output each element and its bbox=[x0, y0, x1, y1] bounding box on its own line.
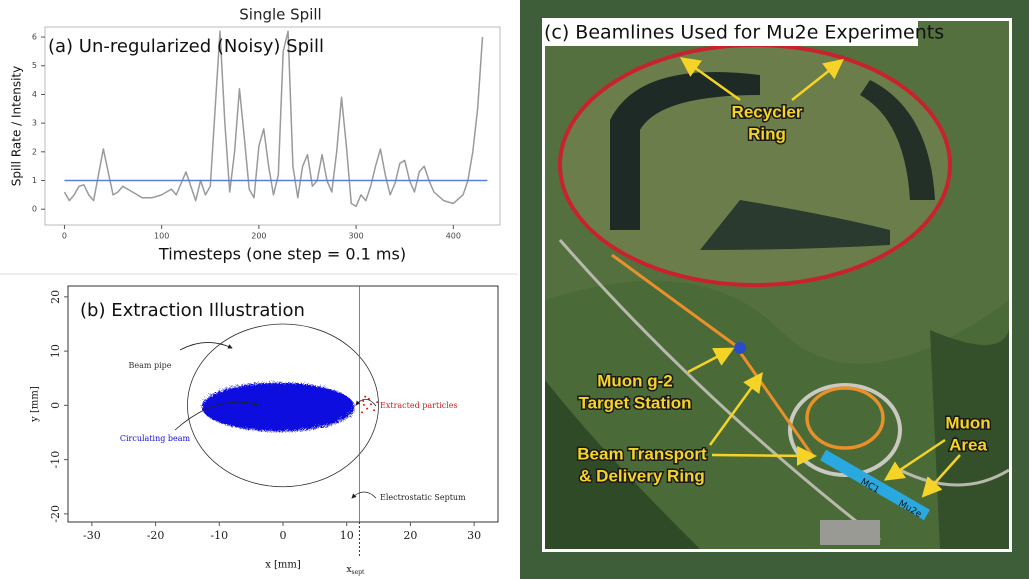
extracted-dot bbox=[363, 404, 365, 406]
y-tick-label: 5 bbox=[32, 61, 37, 70]
target-station bbox=[734, 342, 746, 354]
extracted-dot bbox=[376, 401, 378, 403]
y-tick-label: 2 bbox=[32, 147, 37, 156]
x-tick-label: 200 bbox=[251, 232, 266, 241]
x-tick-label: 30 bbox=[467, 529, 481, 542]
annotation-arrow bbox=[356, 399, 376, 406]
parking bbox=[820, 520, 880, 545]
annotation: Extracted particles bbox=[380, 401, 458, 410]
photo-label: Area bbox=[949, 435, 987, 454]
x-tick-label: -20 bbox=[147, 529, 165, 542]
y-tick-label: 1 bbox=[32, 176, 37, 185]
extracted-dot bbox=[364, 396, 366, 398]
y-axis-label: Spill Rate / Intensity bbox=[10, 66, 24, 186]
photo-panel: (c) Beamlines Used for Mu2e Experiments … bbox=[520, 0, 1029, 579]
septum-symbol: xsept bbox=[346, 565, 365, 576]
photo-title: (c) Beamlines Used for Mu2e Experiments bbox=[544, 22, 944, 44]
extracted-dot bbox=[361, 411, 363, 413]
x-axis-label: Timesteps (one step = 0.1 ms) bbox=[158, 245, 406, 264]
extracted-dot bbox=[373, 409, 375, 411]
x-tick-label: 0 bbox=[62, 232, 67, 241]
panel-subtitle: (a) Un-regularized (Noisy) Spill bbox=[48, 36, 324, 57]
photo-label: Muon bbox=[945, 413, 990, 432]
chart-panel: -30 -20 -10 0 10 20 30 -20 -10 0 10 20 (b) Extractio… bbox=[30, 286, 499, 576]
figure: (c) Beamlines Used for Mu2e Experiments … bbox=[0, 0, 1029, 579]
photo-label: Recycler bbox=[732, 102, 803, 121]
y-tick-label: -10 bbox=[49, 451, 62, 469]
x-tick-label: 20 bbox=[403, 529, 417, 542]
x-tick-label: 10 bbox=[340, 529, 354, 542]
y-tick-label: 4 bbox=[32, 90, 37, 99]
photo-label: Target Station bbox=[578, 393, 691, 412]
photo-label: Ring bbox=[748, 124, 786, 143]
extracted-dot bbox=[362, 400, 364, 402]
beam-cloud bbox=[200, 381, 353, 430]
extracted-dot bbox=[370, 403, 372, 405]
y-tick-label: 0 bbox=[49, 402, 62, 409]
chart-title: Single Spill bbox=[239, 6, 321, 24]
chart-panel: 0 100 200 300 400 0 1 2 3 4 5 6 Single Spill Timestep… bbox=[10, 6, 501, 264]
y-tick-label: 0 bbox=[32, 205, 37, 214]
annotation-arrow bbox=[180, 342, 232, 350]
y-tick-label: 6 bbox=[32, 33, 37, 42]
y-tick-label: 20 bbox=[49, 290, 62, 304]
septum-symbol-sub: sept bbox=[352, 569, 365, 576]
x-tick-label: 400 bbox=[446, 232, 461, 241]
x-tick-label: -30 bbox=[83, 529, 101, 542]
x-tick-label: 300 bbox=[348, 232, 363, 241]
annotation: Electrostatic Septum bbox=[380, 493, 466, 502]
x-tick-label: 0 bbox=[280, 529, 287, 542]
annotation: Circulating beam bbox=[120, 434, 191, 443]
arrow bbox=[712, 455, 812, 456]
annotation: Beam pipe bbox=[128, 361, 171, 370]
y-axis-label: y [mm] bbox=[30, 386, 41, 423]
x-tick-label: -10 bbox=[210, 529, 228, 542]
y-tick-label: -20 bbox=[49, 505, 62, 523]
y-tick-label: 10 bbox=[49, 344, 62, 358]
photo-label: & Delivery Ring bbox=[579, 466, 705, 485]
x-tick-label: 100 bbox=[154, 232, 169, 241]
x-axis-label: x [mm] bbox=[265, 560, 301, 571]
photo-label: Muon g-2 bbox=[597, 371, 673, 390]
photo-label: Beam Transport bbox=[577, 444, 707, 463]
y-tick-label: 3 bbox=[32, 119, 37, 128]
annotation-arrow bbox=[352, 492, 376, 498]
panel-title: (b) Extraction Illustration bbox=[80, 300, 305, 321]
extracted-dot bbox=[366, 408, 368, 410]
plot-area bbox=[64, 31, 487, 206]
